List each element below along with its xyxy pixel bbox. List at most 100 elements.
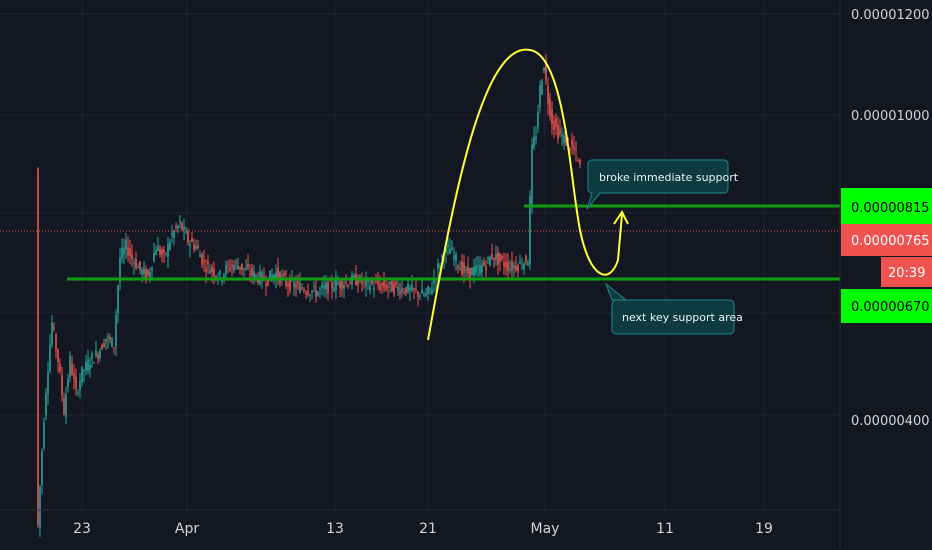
- key-support-price-badge-label: 0.00000670: [851, 300, 930, 315]
- candle-body: [293, 282, 295, 287]
- candle-body: [83, 370, 85, 372]
- candle-body: [143, 268, 145, 275]
- candle-body: [493, 257, 495, 261]
- candle-body: [219, 270, 221, 275]
- candle-body: [447, 245, 449, 247]
- candle-body: [563, 135, 565, 143]
- candle-body: [215, 276, 217, 279]
- candle-body: [377, 280, 379, 286]
- candle-body: [89, 364, 91, 370]
- candle-body: [181, 222, 183, 230]
- current-price-badge-label: 0.00000765: [851, 234, 930, 249]
- candle-body: [123, 247, 125, 255]
- candle-body: [299, 283, 301, 293]
- candle-body: [199, 255, 201, 258]
- candle-body: [551, 109, 553, 125]
- candle-body: [577, 160, 579, 162]
- candle-body: [535, 136, 537, 140]
- candle-body: [539, 85, 541, 108]
- candle-body: [537, 112, 539, 127]
- candle-body: [559, 129, 561, 135]
- candle-body: [365, 278, 367, 286]
- candle-body: [519, 261, 521, 264]
- candle-body: [117, 285, 119, 314]
- candle-body: [39, 486, 41, 528]
- candle-body: [449, 249, 451, 254]
- candle-body: [131, 254, 133, 259]
- candle-body: [473, 267, 475, 276]
- candle-body: [349, 283, 351, 285]
- candle-body: [95, 350, 97, 357]
- candle-body: [107, 336, 109, 339]
- candle-body: [265, 283, 267, 286]
- candle-body: [561, 135, 563, 137]
- candle-body: [203, 260, 205, 262]
- candle-body: [389, 281, 391, 284]
- candle-body: [237, 265, 239, 270]
- candle-body: [503, 262, 505, 267]
- candle-body: [245, 267, 247, 270]
- candle-body: [565, 136, 567, 146]
- candle-body: [445, 247, 447, 253]
- candle-body: [99, 350, 101, 359]
- axes: [0, 0, 841, 550]
- note-bubble: [586, 159, 729, 210]
- candle-body: [523, 263, 525, 270]
- candle-body: [557, 124, 559, 140]
- candle-body: [381, 283, 383, 286]
- candle-body: [391, 280, 393, 292]
- candle-body: [505, 261, 507, 269]
- candle-body: [461, 261, 463, 275]
- candle-body: [133, 262, 135, 264]
- candle-body: [347, 285, 349, 287]
- candle-body: [487, 257, 489, 259]
- candle-body: [489, 256, 491, 266]
- candle-body: [59, 363, 61, 372]
- candle-body: [61, 375, 63, 395]
- candle-body: [323, 285, 325, 289]
- x-tick-label: 23: [73, 521, 91, 537]
- candle-body: [471, 268, 473, 276]
- candle-body: [393, 283, 395, 294]
- candle-body: [73, 373, 75, 379]
- candle-body: [193, 243, 195, 250]
- candle-body: [343, 285, 345, 289]
- x-tick-label: 11: [656, 521, 674, 537]
- candle-body: [67, 378, 69, 388]
- candle-body: [455, 254, 457, 261]
- candle-body: [249, 273, 251, 275]
- candle-body: [495, 254, 497, 260]
- candle-body: [69, 356, 71, 378]
- x-tick-label: May: [531, 521, 560, 537]
- candle-body: [457, 265, 459, 268]
- note-broke-support[interactable]: broke immediate support: [586, 159, 739, 210]
- candle-body: [273, 274, 275, 279]
- note-key-support[interactable]: next key support area: [604, 282, 743, 335]
- candle-body: [113, 347, 115, 349]
- candle-body: [511, 261, 513, 271]
- candle-body: [171, 233, 173, 236]
- candle-body: [201, 253, 203, 265]
- candle-body: [155, 249, 157, 255]
- candle-body: [301, 287, 303, 289]
- candle-body: [157, 246, 159, 252]
- candle-body: [247, 264, 249, 268]
- projection-curve-line: [427, 48, 623, 341]
- candle-body: [295, 284, 297, 289]
- candle-body: [567, 137, 569, 141]
- candle-body: [533, 137, 535, 148]
- candle-body: [411, 284, 413, 291]
- candle-body: [241, 263, 243, 271]
- candle-body: [383, 280, 385, 288]
- candle-body: [427, 286, 429, 294]
- candle-body: [485, 266, 487, 271]
- candle-body: [499, 253, 501, 262]
- candle-body: [331, 282, 333, 289]
- candle-body: [405, 287, 407, 294]
- candle-body: [309, 294, 311, 296]
- candle-body: [521, 266, 523, 268]
- candle-body: [439, 265, 441, 268]
- candle-body: [527, 263, 529, 266]
- candle-body: [453, 255, 455, 260]
